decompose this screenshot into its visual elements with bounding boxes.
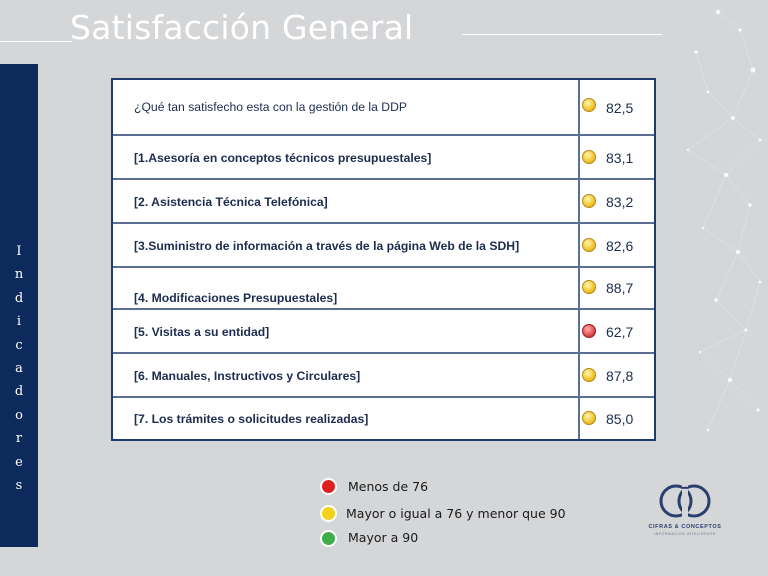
table-row: [6. Manuales, Instructivos y Circulares]…: [113, 354, 654, 398]
sidebar-letter: e: [15, 454, 23, 470]
status-light-icon: [582, 368, 596, 382]
row-value: 85,0: [606, 411, 634, 427]
column-divider: [578, 180, 580, 222]
row-value: 82,5: [606, 100, 634, 116]
row-label: [4. Modificaciones Presupuestales]: [134, 291, 338, 305]
status-light-icon: [582, 194, 596, 208]
legend-label: Menos de 76: [348, 479, 429, 494]
table-row: [4. Modificaciones Presupuestales] 88,7: [113, 268, 654, 310]
sidebar-letter: r: [15, 431, 23, 447]
sidebar-letter: a: [15, 360, 23, 376]
table-row: [7. Los trámites o solicitudes realizada…: [113, 398, 654, 439]
legend-label: Mayor a 90: [348, 530, 419, 545]
status-light-icon: [582, 280, 596, 294]
red-dot-icon: [320, 478, 337, 495]
row-label: [1.Asesoría en conceptos técnicos presup…: [134, 151, 432, 165]
column-divider: [578, 310, 580, 352]
row-label: [7. Los trámites o solicitudes realizada…: [134, 412, 369, 426]
title-underline-right: [462, 34, 662, 35]
row-value: 88,7: [606, 280, 634, 296]
sidebar-letter: d: [14, 290, 24, 306]
logo-name: CIFRAS & CONCEPTOS: [648, 524, 722, 530]
row-value: 83,1: [606, 150, 634, 166]
column-divider: [578, 80, 580, 134]
logo-tagline: INFORMACION INTELIGENTE: [654, 532, 716, 536]
status-light-icon: [582, 150, 596, 164]
column-divider: [578, 398, 580, 439]
column-divider: [578, 354, 580, 396]
status-light-icon: [582, 411, 596, 425]
table-row: [2. Asistencia Técnica Telefónica] 83,2: [113, 180, 654, 224]
sidebar-letter: d: [14, 384, 24, 400]
row-value: 83,2: [606, 194, 634, 210]
green-dot-icon: [320, 530, 337, 547]
title-underline-left: [0, 41, 72, 42]
row-label: [5. Visitas a su entidad]: [134, 325, 270, 339]
sidebar-letter: o: [15, 407, 23, 423]
status-light-icon: [582, 238, 596, 252]
sidebar-letter: n: [14, 267, 24, 283]
sidebar-letter: I: [16, 244, 22, 259]
row-value: 62,7: [606, 324, 634, 340]
column-divider: [578, 136, 580, 178]
table-row: ¿Qué tan satisfecho esta con la gestión …: [113, 80, 654, 136]
status-light-icon: [582, 98, 596, 112]
company-logo: CIFRAS & CONCEPTOS INFORMACION INTELIGEN…: [630, 480, 740, 542]
status-light-icon: [582, 324, 596, 338]
row-label: ¿Qué tan satisfecho esta con la gestión …: [134, 100, 408, 114]
logo-mark-icon: [659, 484, 711, 518]
row-label: [6. Manuales, Instructivos y Circulares]: [134, 369, 361, 383]
column-divider: [578, 268, 580, 308]
table-row: [1.Asesoría en conceptos técnicos presup…: [113, 136, 654, 180]
satisfaction-table: ¿Qué tan satisfecho esta con la gestión …: [111, 78, 656, 441]
yellow-dot-icon: [320, 505, 337, 522]
sidebar-letter: s: [15, 477, 23, 493]
row-value: 87,8: [606, 368, 634, 384]
row-label: [2. Asistencia Técnica Telefónica]: [134, 195, 328, 209]
table-row: [5. Visitas a su entidad] 62,7: [113, 310, 654, 354]
row-value: 82,6: [606, 238, 634, 254]
sidebar-letter: c: [15, 337, 23, 353]
slide-title: Satisfacción General: [70, 8, 414, 47]
column-divider: [578, 224, 580, 266]
legend-label: Mayor o igual a 76 y menor que 90: [346, 506, 566, 521]
row-label: [3.Suministro de información a través de…: [134, 239, 520, 253]
table-row: [3.Suministro de información a través de…: [113, 224, 654, 268]
constellation-decoration: [686, 9, 762, 432]
sidebar-letter: i: [16, 314, 22, 330]
